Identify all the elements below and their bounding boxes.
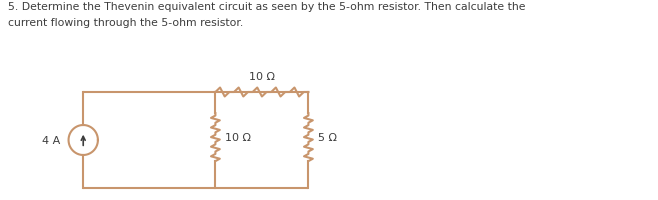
Text: 5. Determine the Thevenin equivalent circuit as seen by the 5-ohm resistor. Then: 5. Determine the Thevenin equivalent cir… <box>8 2 525 12</box>
Text: 4 A: 4 A <box>43 135 61 145</box>
Text: 10 Ω: 10 Ω <box>225 132 251 142</box>
Text: 5 Ω: 5 Ω <box>318 132 337 142</box>
Text: current flowing through the 5-ohm resistor.: current flowing through the 5-ohm resist… <box>8 18 243 28</box>
Text: 10 Ω: 10 Ω <box>249 72 275 82</box>
